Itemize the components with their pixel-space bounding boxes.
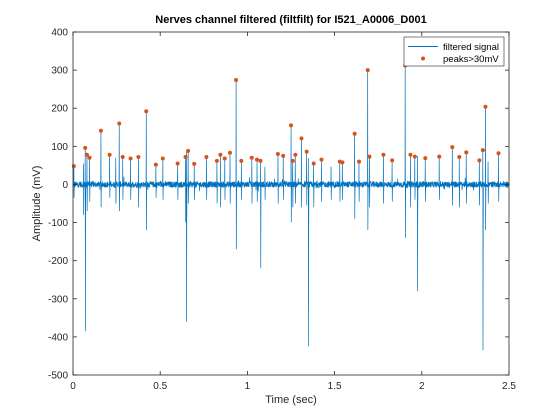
x-tick-label: 2.5 — [502, 381, 516, 392]
peak-marker — [227, 150, 232, 155]
peak-marker — [340, 160, 345, 165]
peak-marker — [390, 158, 395, 163]
peak-marker — [136, 155, 141, 160]
peak-marker — [311, 161, 316, 166]
peak-marker — [98, 128, 103, 133]
peak-marker — [239, 158, 244, 163]
peak-marker — [71, 164, 76, 169]
peak-marker — [218, 152, 223, 157]
peak-marker — [192, 161, 197, 166]
y-axis-label: Amplitude (mV) — [31, 166, 43, 242]
peak-marker — [319, 157, 324, 162]
peak-marker — [84, 152, 89, 157]
filtered-signal-line — [72, 65, 510, 351]
y-tick-label: 100 — [51, 142, 68, 153]
peak-marker — [477, 158, 482, 163]
peak-marker — [480, 148, 485, 153]
y-tick-label: -400 — [48, 332, 68, 343]
peak-marker — [381, 152, 386, 157]
y-tick-label: 0 — [62, 180, 68, 191]
peak-marker — [496, 151, 501, 156]
peak-marker — [234, 78, 239, 83]
peak-marker — [258, 158, 263, 163]
legend-box — [403, 36, 505, 67]
peak-marker — [83, 145, 88, 150]
peak-marker — [128, 156, 133, 161]
legend: filtered signal peaks>30mV — [403, 36, 505, 67]
legend-entry-peaks: peaks>30mV — [443, 54, 499, 65]
peak-marker — [120, 155, 125, 160]
peak-marker — [175, 161, 180, 166]
peak-marker — [107, 152, 112, 157]
y-tick-label: -500 — [48, 371, 68, 382]
peak-marker — [357, 159, 362, 164]
legend-entry-filtered-signal: filtered signal — [443, 42, 499, 53]
axes-box — [72, 31, 510, 376]
x-tick-label: 0.5 — [153, 381, 167, 392]
y-tick-label: -300 — [48, 294, 68, 305]
y-tick-label: -200 — [48, 256, 68, 267]
peak-marker — [183, 155, 188, 160]
peak-marker — [352, 131, 357, 136]
peak-marker — [204, 155, 209, 160]
peak-marker — [464, 150, 469, 155]
y-tick-label: 300 — [51, 66, 68, 77]
peak-marker — [186, 148, 191, 153]
peak-marker — [437, 154, 442, 159]
legend-marker-swatch — [421, 56, 425, 61]
peak-marker — [365, 68, 370, 73]
x-tick-label: 2 — [419, 381, 425, 392]
peak-marker — [304, 149, 309, 154]
peak-marker — [408, 152, 413, 157]
peak-marker — [457, 155, 462, 160]
x-tick-label: 0 — [70, 381, 76, 392]
peak-marker — [281, 153, 286, 158]
x-axis-ticks: 0 0.5 1 1.5 2 2.5 — [70, 32, 516, 392]
peak-marker — [450, 145, 455, 150]
peak-marker — [254, 157, 259, 162]
peak-marker — [275, 151, 280, 156]
peak-marker — [117, 121, 122, 126]
peak-marker — [249, 155, 254, 160]
peak-marker — [412, 154, 417, 159]
peak-marker — [299, 136, 304, 141]
peak-marker — [423, 156, 428, 161]
peak-marker — [222, 156, 227, 161]
peak-marker — [289, 123, 293, 128]
peak-marker — [153, 162, 158, 167]
peak-marker — [160, 156, 165, 161]
y-tick-label: -100 — [48, 218, 68, 229]
chart-title: Nerves channel filtered (filtfilt) for I… — [155, 14, 426, 26]
peak-marker — [290, 158, 295, 163]
peak-marker — [87, 155, 92, 160]
peak-marker — [367, 154, 372, 159]
y-axis-ticks: -500 -400 -300 -200 -100 0 100 200 300 400 — [48, 28, 509, 382]
peak-marker — [293, 152, 298, 157]
y-tick-label: 200 — [51, 104, 68, 115]
peaks-series — [71, 63, 501, 169]
y-tick-label: 400 — [51, 28, 68, 39]
x-axis-label: Time (sec) — [265, 394, 317, 406]
peak-marker — [144, 109, 149, 114]
x-tick-label: 1.5 — [328, 381, 342, 392]
x-tick-label: 1 — [245, 381, 251, 392]
filtered-signal-series — [72, 65, 510, 351]
peak-marker — [214, 158, 219, 163]
peak-marker — [483, 104, 488, 109]
